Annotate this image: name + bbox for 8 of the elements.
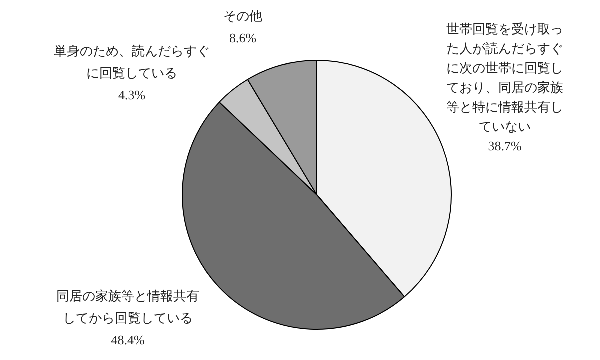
data-label: 38.7%	[488, 138, 522, 154]
data-label: 48.4%	[111, 332, 145, 348]
slice-label: 単身のため、読んだらすぐに回覧している	[54, 43, 210, 80]
data-label: 4.3%	[118, 87, 146, 102]
slice-label: 世帯回覧を受け取った人が読んだらすぐに次の世帯に回覧しており、同居の家族等と特に情報共有していない	[446, 21, 564, 134]
slice-label: 同居の家族等と情報共有してから回覧している	[56, 288, 200, 326]
slice-label: その他	[224, 8, 262, 24]
data-label: 8.6%	[229, 30, 257, 46]
